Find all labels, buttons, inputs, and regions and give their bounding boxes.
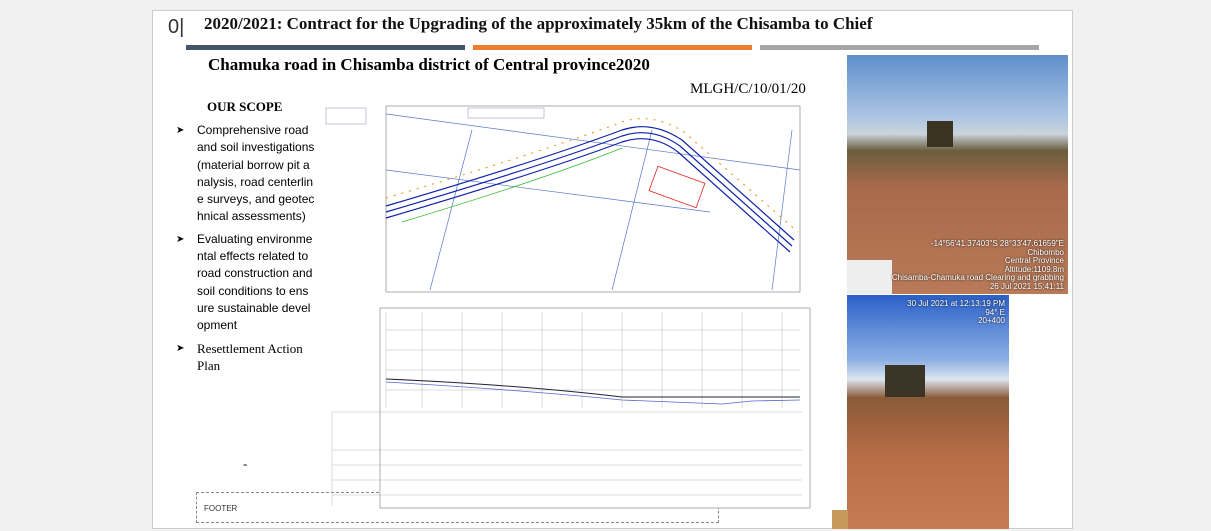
caption-line: 20+400 <box>978 316 1005 325</box>
map-thumbnail <box>847 260 892 294</box>
caption-line: -14°56'41.37403"S 28°33'47.61659"E <box>930 239 1064 248</box>
subtitle: Chamuka road in Chisamba district of Cen… <box>208 55 650 74</box>
divider <box>473 45 752 50</box>
scope-list: Comprehensive road and soil investigatio… <box>176 122 328 379</box>
divider <box>186 45 465 50</box>
site-photo: 30 Jul 2021 at 12:13:19 PM 94° E 20+400 <box>847 295 1009 529</box>
bulldozer <box>885 365 925 397</box>
site-photo: -14°56'41.37403"S 28°33'47.61659"E Chibom… <box>847 55 1068 294</box>
footer: FOOTER <box>204 504 238 513</box>
title: 2020/2021: Contract for the Upgrading of… <box>204 14 873 33</box>
marker: - <box>243 456 248 471</box>
caption-line: 94° E <box>985 307 1005 317</box>
caption-line: 30 Jul 2021 at 12:13:19 PM <box>907 299 1005 308</box>
scope-heading: OUR SCOPE <box>207 99 283 114</box>
divider <box>760 45 1039 50</box>
photo-edge <box>832 510 848 529</box>
caption-line: Chisamba-Chamuka road Clearing and grabb… <box>891 273 1064 282</box>
scope-item: Evaluating environmental effects related… <box>176 231 315 335</box>
engineering-drawing <box>325 105 811 509</box>
reference: MLGH/C/10/01/20 <box>690 81 806 97</box>
caption-line: Chibombo <box>1027 247 1064 257</box>
caption-line: Altitude:1109.8m <box>1004 264 1064 274</box>
caption-line: 26 Jul 2021 15:41:11 <box>989 281 1064 291</box>
bulldozer <box>927 121 953 147</box>
slide-number: 0| <box>168 16 185 38</box>
photo-caption: 30 Jul 2021 at 12:13:19 PM 94° E 20+400 <box>907 299 1005 326</box>
scope-item: Comprehensive road and soil investigatio… <box>176 122 315 226</box>
caption-line: Central Province <box>1004 256 1064 265</box>
photo-caption: -14°56'41.37403"S 28°33'47.61659"E Chibom… <box>891 239 1064 291</box>
scope-item: Resettlement Action Plan <box>176 340 317 375</box>
